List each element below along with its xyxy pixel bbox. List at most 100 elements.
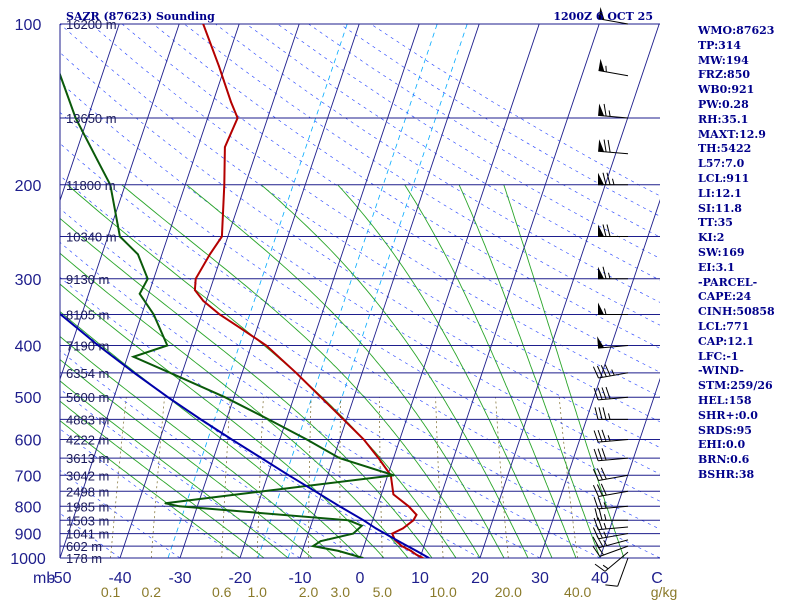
index-item: WMO:87623 (698, 24, 775, 37)
wind-barb-half-flag (612, 178, 615, 185)
mixing-ratio-label: 3.0 (331, 584, 351, 600)
wind-barb-pennant (598, 58, 605, 72)
height-label: 8105 m (66, 308, 109, 323)
wind-barb-flag (592, 536, 600, 548)
isobars (60, 23, 660, 559)
wind-barb-staff (598, 18, 629, 25)
dewpoint-point (337, 550, 340, 552)
wind-barb-flag (597, 387, 603, 400)
dewpoint-point (119, 235, 121, 238)
mixing-ratio-label: 10.0 (429, 584, 456, 600)
wind-barb (593, 448, 629, 462)
height-label: 7190 m (66, 339, 109, 354)
profile-series (60, 24, 430, 558)
temperature-point (224, 146, 226, 149)
temperature-point (265, 344, 268, 347)
dewpoint-point (146, 277, 149, 280)
temperature-tick-label: -20 (228, 570, 251, 587)
wind-barb-flag (600, 483, 607, 496)
wind-barb-half-flag (602, 564, 609, 570)
height-label: 178 m (66, 551, 102, 566)
parcel-point (133, 371, 136, 374)
index-item: CAPE:24 (698, 290, 752, 304)
dewpoint-point (109, 183, 112, 186)
wind-barb-flag (596, 468, 603, 481)
temperature-point (236, 117, 239, 119)
isotherm-line (419, 24, 600, 558)
wind-barb-flag (594, 508, 599, 521)
isotherm-line (60, 24, 180, 381)
index-item: RH:35.1 (698, 112, 749, 126)
valid-time: 1200Z 6 OCT 25 (553, 10, 653, 23)
mixing-ratio-line (558, 397, 579, 558)
temperature-point (415, 553, 418, 556)
temperature-point (194, 289, 196, 291)
dewpoint-point (224, 396, 226, 399)
parcel-point (415, 550, 418, 552)
mixing-ratio-label: 40.0 (564, 584, 591, 600)
dewpoint-point (347, 519, 350, 522)
temperature-point (238, 326, 241, 329)
parcel-point (314, 490, 317, 493)
wind-barb-flag (593, 388, 599, 401)
temperature-point (342, 418, 345, 421)
index-item: LFC:-1 (698, 349, 739, 363)
pressure-tick-label: 900 (15, 527, 42, 544)
pressure-tick-label: 600 (15, 433, 42, 450)
isotherm-line (599, 377, 660, 558)
mixing-ratio-label: 0.6 (212, 584, 232, 600)
temperature-point (295, 371, 297, 374)
isotherm-line (479, 24, 660, 558)
wind-barb-pennant (598, 139, 605, 152)
wind-barb-half-flag (608, 272, 611, 279)
temperature-point (223, 183, 226, 186)
temperature-point (218, 313, 221, 316)
height-label: 6354 m (66, 366, 109, 381)
mixing-ratio-label: 2.0 (299, 584, 319, 600)
wind-barb-half-flag (603, 522, 607, 530)
wind-barb-flag (604, 364, 611, 377)
index-item: PW:0.28 (698, 97, 749, 111)
wind-barb-flag (592, 468, 599, 481)
wind-barb (592, 535, 629, 549)
pressure-tick-label: 800 (15, 499, 42, 516)
temperature-tick-label: -10 (288, 570, 311, 587)
mixing-ratio-label: 0.2 (142, 584, 162, 600)
wind-barb-pennant (598, 7, 605, 20)
dewpoint-point (312, 545, 314, 547)
wind-barb (598, 139, 629, 155)
dewpoint-point (152, 313, 155, 316)
pressure-tick-label: 1000 (10, 551, 46, 568)
index-item: WB0:921 (698, 83, 755, 97)
pressure-tick-label: 100 (15, 17, 42, 34)
wind-barb-staff (598, 150, 629, 155)
temperature-tick-label: 0 (356, 570, 365, 587)
wind-barb-half-flag (604, 308, 607, 315)
wind-barb (597, 336, 629, 349)
pressure-tick-label: 500 (15, 390, 42, 407)
index-item: EHI:0.0 (698, 438, 746, 452)
wind-barb-flag (593, 517, 599, 530)
dewpoint-point (352, 532, 355, 535)
temperature-tick-label: -50 (48, 570, 71, 587)
dewpoint-point (74, 117, 77, 119)
wind-barb-flag (605, 584, 618, 587)
wind-barb-flag (601, 429, 607, 442)
dgz-line (287, 24, 468, 558)
wind-barb-half-flag (608, 413, 611, 420)
mixing-ratio-label: 20.0 (495, 584, 522, 600)
wind-barb-pennant (598, 172, 604, 185)
isotherm-line (60, 24, 240, 558)
parcel-point (338, 505, 341, 508)
index-item: CINH:50858 (698, 305, 775, 319)
wind-barb-pennant (597, 336, 605, 349)
height-label: 4883 m (66, 412, 109, 427)
dewpoint-point (138, 292, 141, 295)
temperature-point (391, 532, 394, 535)
isotherms (60, 24, 660, 558)
wind-barb-flag (593, 497, 599, 510)
temperature-point (202, 300, 205, 302)
dewpoint-point (164, 502, 167, 505)
wind-barb-flag (594, 563, 606, 572)
height-label: 3042 m (66, 468, 109, 483)
